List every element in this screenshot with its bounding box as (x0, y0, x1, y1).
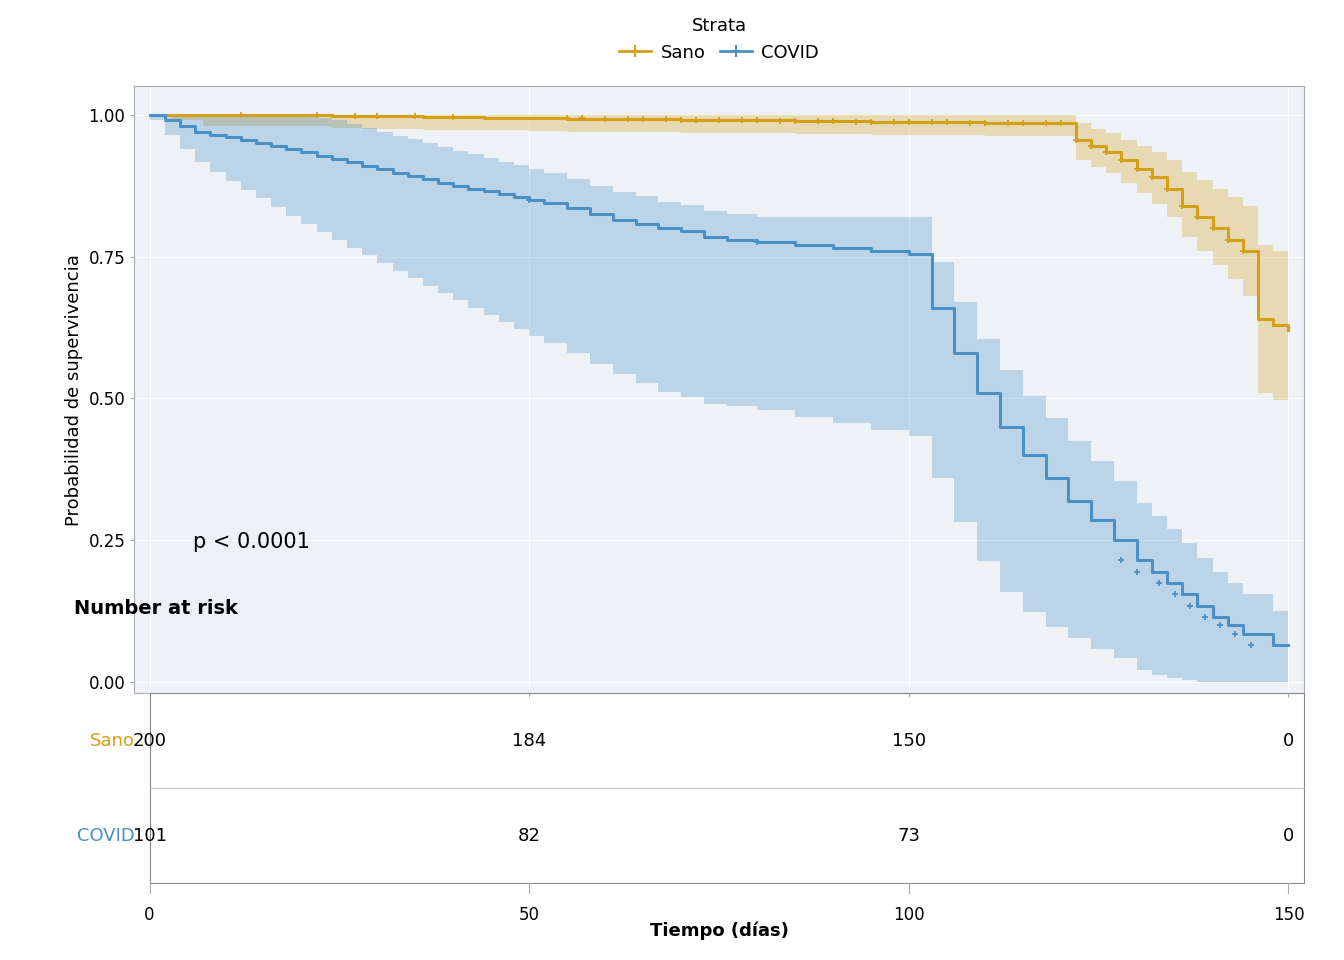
Text: 50: 50 (519, 906, 540, 924)
Text: 184: 184 (512, 732, 547, 750)
Text: 73: 73 (898, 827, 921, 845)
Text: 101: 101 (133, 827, 167, 845)
Text: 200: 200 (133, 732, 167, 750)
Text: 100: 100 (892, 906, 925, 924)
Text: 82: 82 (517, 827, 540, 845)
Text: 0: 0 (1284, 827, 1294, 845)
Text: p < 0.0001: p < 0.0001 (194, 532, 309, 552)
Text: 150: 150 (892, 732, 926, 750)
Text: 0: 0 (1284, 732, 1294, 750)
Text: 150: 150 (1273, 906, 1304, 924)
Y-axis label: Probabilidad de supervivencia: Probabilidad de supervivencia (65, 254, 83, 526)
Text: COVID: COVID (77, 827, 134, 845)
Text: Sano: Sano (90, 732, 134, 750)
Text: 0: 0 (144, 906, 155, 924)
Legend: Sano, COVID: Sano, COVID (620, 16, 818, 61)
Text: Tiempo (días): Tiempo (días) (649, 922, 789, 940)
Text: Number at risk: Number at risk (74, 599, 238, 617)
